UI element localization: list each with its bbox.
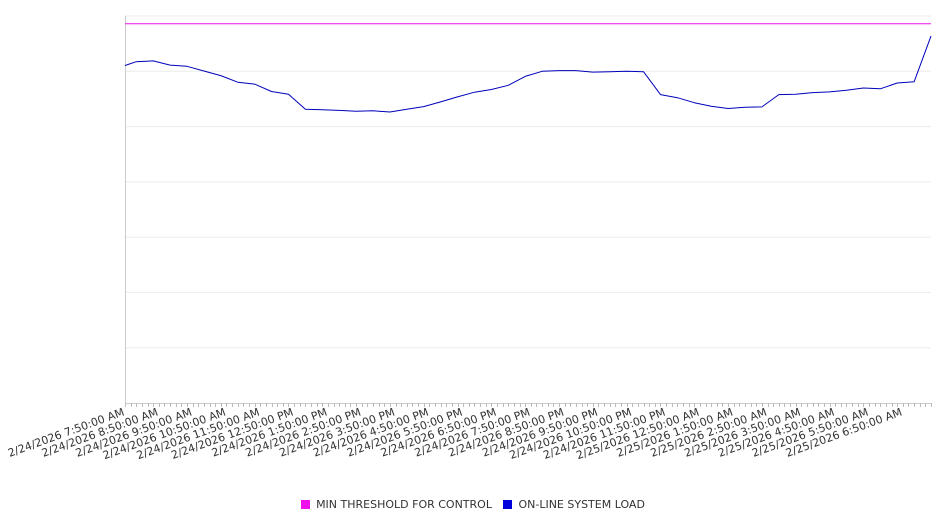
axes xyxy=(125,16,931,404)
legend-label-min-threshold: MIN THRESHOLD FOR CONTROL xyxy=(316,498,492,511)
legend-swatch-system-load xyxy=(503,500,513,509)
series-layer xyxy=(124,23,932,113)
series-line-on-line-system-load xyxy=(124,35,932,113)
x-tick-labels: 2/24/2026 7:50:00 AM2/24/2026 8:50:00 AM… xyxy=(6,406,904,463)
legend-item-min-threshold[interactable]: MIN THRESHOLD FOR CONTROL xyxy=(301,498,492,511)
minor-ticks xyxy=(125,403,932,407)
legend-swatch-min-threshold xyxy=(301,500,311,509)
legend-item-system-load[interactable]: ON-LINE SYSTEM LOAD xyxy=(503,498,645,511)
legend: MIN THRESHOLD FOR CONTROL ON-LINE SYSTEM… xyxy=(0,498,946,512)
gridlines xyxy=(125,15,931,349)
legend-label-system-load: ON-LINE SYSTEM LOAD xyxy=(518,498,645,511)
